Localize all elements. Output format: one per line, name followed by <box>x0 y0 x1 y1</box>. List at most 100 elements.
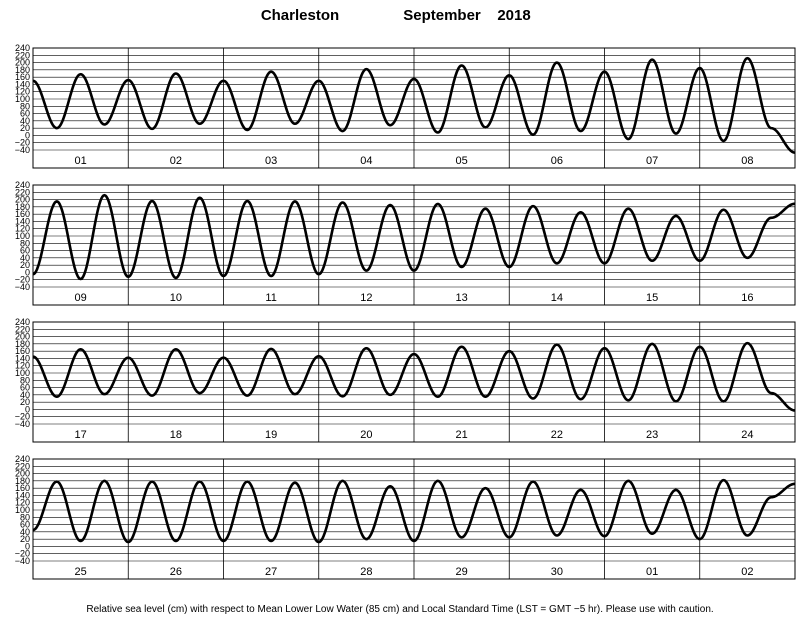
y-tick-label: 180 <box>15 202 30 212</box>
y-tick-label: −40 <box>15 556 30 566</box>
y-tick-label: 220 <box>15 187 30 197</box>
panel-frame <box>32 47 796 169</box>
y-tick-label: 220 <box>15 461 30 471</box>
day-label: 13 <box>456 292 468 304</box>
y-tick-label: 20 <box>20 123 30 133</box>
footnote: Relative sea level (cm) with respect to … <box>86 604 713 615</box>
y-tick-label: 160 <box>15 72 30 82</box>
day-label: 10 <box>170 292 182 304</box>
y-tick-label: 200 <box>15 469 30 479</box>
y-tick-label: 100 <box>15 368 30 378</box>
y-tick-label: 60 <box>20 246 30 256</box>
y-tick-label: −40 <box>15 145 30 155</box>
day-label: 20 <box>360 429 372 441</box>
tide-curve <box>32 478 796 544</box>
y-tick-label: 0 <box>25 541 30 551</box>
y-tick-label: 200 <box>15 195 30 205</box>
day-label: 02 <box>741 566 753 578</box>
y-tick-label: 180 <box>15 65 30 75</box>
y-tick-label: 20 <box>20 260 30 270</box>
y-tick-label: 100 <box>15 94 30 104</box>
y-tick-label: 240 <box>15 43 30 53</box>
y-tick-label: 120 <box>15 224 30 234</box>
y-tick-label: 120 <box>15 361 30 371</box>
day-label: 02 <box>170 155 182 167</box>
y-tick-label: 0 <box>25 267 30 277</box>
y-tick-label: 180 <box>15 339 30 349</box>
y-tick-label: −20 <box>15 412 30 422</box>
y-tick-label: 100 <box>15 505 30 515</box>
y-tick-label: 20 <box>20 534 30 544</box>
y-tick-label: 140 <box>15 216 30 226</box>
day-label: 18 <box>170 429 182 441</box>
panel-4: 240220200180160140120100806040200−20−402… <box>15 454 796 580</box>
y-tick-label: 60 <box>20 109 30 119</box>
y-tick-label: 160 <box>15 483 30 493</box>
day-label: 12 <box>360 292 372 304</box>
title-year: 2018 <box>497 7 530 24</box>
day-label: 24 <box>741 429 753 441</box>
y-tick-label: 140 <box>15 79 30 89</box>
day-label: 01 <box>646 566 658 578</box>
day-label: 09 <box>75 292 87 304</box>
y-tick-label: 20 <box>20 397 30 407</box>
tide-curve <box>32 341 796 412</box>
day-label: 26 <box>170 566 182 578</box>
panel-3: 240220200180160140120100806040200−20−401… <box>15 317 796 443</box>
day-label: 30 <box>551 566 563 578</box>
y-tick-label: −20 <box>15 138 30 148</box>
day-label: 16 <box>741 292 753 304</box>
tide-curve <box>32 193 796 281</box>
y-tick-label: 200 <box>15 332 30 342</box>
day-label: 28 <box>360 566 372 578</box>
day-label: 25 <box>75 566 87 578</box>
y-tick-label: 140 <box>15 490 30 500</box>
day-label: 11 <box>265 292 276 304</box>
y-tick-label: 200 <box>15 58 30 68</box>
y-tick-label: 220 <box>15 50 30 60</box>
day-label: 23 <box>646 429 658 441</box>
y-tick-label: 120 <box>15 87 30 97</box>
y-tick-label: −20 <box>15 549 30 559</box>
y-tick-label: 40 <box>20 116 30 126</box>
panel-2: 240220200180160140120100806040200−20−400… <box>15 180 796 306</box>
day-label: 03 <box>265 155 277 167</box>
day-label: 06 <box>551 155 563 167</box>
y-tick-label: 80 <box>20 238 30 248</box>
day-label: 05 <box>456 155 468 167</box>
y-tick-label: 240 <box>15 454 30 464</box>
panel-frame <box>32 458 796 580</box>
day-label: 27 <box>265 566 277 578</box>
y-tick-label: 0 <box>25 130 30 140</box>
title-location: Charleston <box>261 7 339 24</box>
y-tick-label: 180 <box>15 476 30 486</box>
y-tick-label: 60 <box>20 520 30 530</box>
day-label: 14 <box>551 292 563 304</box>
y-tick-label: 40 <box>20 253 30 263</box>
day-label: 01 <box>75 155 87 167</box>
y-tick-label: −40 <box>15 419 30 429</box>
tide-curve <box>32 56 796 154</box>
day-label: 08 <box>741 155 753 167</box>
y-tick-label: 140 <box>15 353 30 363</box>
y-tick-label: 80 <box>20 101 30 111</box>
y-tick-label: −20 <box>15 275 30 285</box>
title-period: September <box>403 7 481 24</box>
panels: 240220200180160140120100806040200−20−400… <box>15 43 796 580</box>
y-tick-label: 80 <box>20 512 30 522</box>
y-tick-label: 160 <box>15 346 30 356</box>
day-label: 04 <box>360 155 372 167</box>
y-tick-label: 160 <box>15 209 30 219</box>
y-tick-label: 240 <box>15 180 30 190</box>
y-tick-label: 40 <box>20 527 30 537</box>
y-tick-label: 60 <box>20 383 30 393</box>
panel-frame <box>32 321 796 443</box>
y-tick-label: 240 <box>15 317 30 327</box>
y-tick-label: 120 <box>15 498 30 508</box>
y-tick-label: 40 <box>20 390 30 400</box>
day-label: 07 <box>646 155 658 167</box>
day-label: 29 <box>456 566 468 578</box>
y-tick-label: 0 <box>25 404 30 414</box>
day-label: 15 <box>646 292 658 304</box>
